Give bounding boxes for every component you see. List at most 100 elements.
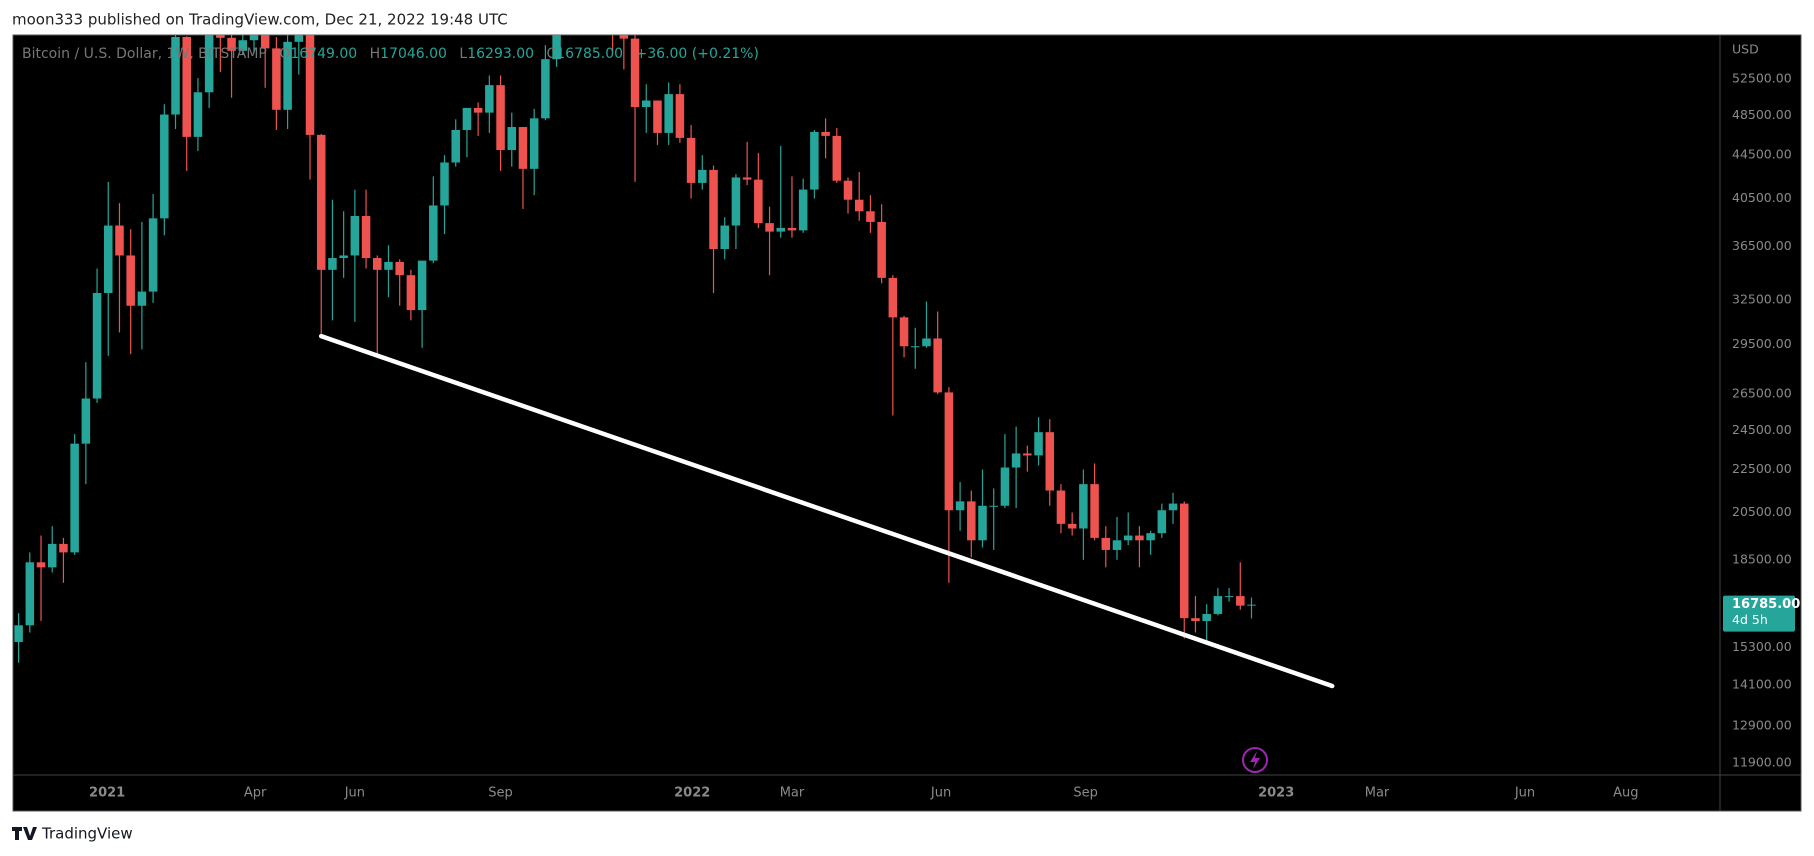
y-tick-label: 18500.00 — [1732, 551, 1792, 566]
ohlc-value: 17046.00 — [380, 46, 447, 62]
candle-body — [160, 114, 169, 219]
candle-body — [316, 134, 326, 270]
candle-body — [70, 443, 79, 553]
ohlc-value: 16785.00 — [556, 46, 623, 62]
symbol: Bitcoin / U.S. Dollar, 1W, BITSTAMP — [22, 46, 267, 62]
candle-body — [776, 227, 786, 232]
candle-body — [1090, 484, 1099, 538]
candle-body — [1101, 537, 1111, 550]
plot-area — [14, 0, 1335, 689]
y-tick-label: 15300.00 — [1732, 639, 1792, 654]
x-tick-label: Apr — [244, 786, 267, 801]
candle-body — [227, 37, 236, 51]
candle-body — [933, 338, 942, 393]
candle-body — [810, 131, 819, 190]
x-tick-label: Mar — [1365, 786, 1390, 801]
candle-body — [283, 41, 292, 110]
x-tick-label: 2023 — [1258, 786, 1294, 801]
candle-body — [754, 179, 763, 224]
footer-logo — [12, 827, 37, 840]
last-price-box — [1723, 595, 1795, 632]
candle-body — [529, 118, 539, 169]
y-tick-label: 14100.00 — [1732, 677, 1792, 692]
candle-body — [429, 205, 438, 261]
y-tick-label: 26500.00 — [1732, 386, 1792, 401]
candle-body — [81, 398, 91, 444]
ohlc-key: H — [370, 46, 381, 62]
candle-body — [92, 292, 102, 399]
candle-body — [787, 227, 797, 231]
y-tick-label: 36500.00 — [1732, 238, 1792, 253]
candle-body — [1079, 484, 1088, 529]
x-tick-label: Sep — [488, 786, 513, 801]
candle-body — [462, 107, 472, 130]
candle-body — [1236, 596, 1245, 606]
candle-body — [384, 261, 393, 270]
x-tick-label: Mar — [780, 786, 805, 801]
candle-body — [564, 6, 573, 11]
x-tick-label: 2021 — [89, 786, 125, 801]
candle-body — [1224, 596, 1234, 598]
candle-body — [709, 169, 718, 250]
candle-body — [1247, 604, 1256, 606]
candle-body — [899, 317, 909, 347]
candle-body — [485, 85, 494, 113]
x-tick-label: Sep — [1073, 786, 1098, 801]
candle-body — [137, 291, 147, 306]
y-axis-label: USD — [1732, 42, 1759, 57]
candle-body — [47, 543, 57, 568]
candle-body — [473, 107, 483, 113]
candle-body — [821, 131, 830, 136]
countdown-label: 4d 5h — [1732, 612, 1768, 627]
published-line: moon333 published on TradingView.com, De… — [12, 11, 508, 29]
lightning-icon — [1242, 747, 1268, 773]
candle-body — [1123, 535, 1133, 541]
ohlc-key: O — [279, 46, 290, 62]
x-tick-label: Jun — [930, 786, 951, 801]
candle-body — [204, 35, 214, 93]
candle-body — [675, 94, 685, 138]
y-tick-label: 52500.00 — [1732, 70, 1792, 85]
x-tick-label: Jun — [344, 786, 365, 801]
candle-body — [586, 0, 595, 7]
candle-body — [1023, 453, 1032, 456]
candle-body — [910, 346, 920, 348]
candle-body — [373, 258, 382, 270]
candle-body — [104, 225, 113, 293]
candle-body — [653, 100, 662, 133]
candle-body — [1157, 510, 1167, 534]
candle-body — [1011, 453, 1021, 468]
candle-body — [967, 501, 976, 541]
candle-body — [1179, 503, 1189, 619]
candle-body — [126, 255, 135, 306]
candle-body — [339, 255, 348, 259]
candle-body — [843, 180, 853, 200]
y-tick-label: 48500.00 — [1732, 107, 1792, 122]
candle-body — [115, 225, 124, 256]
footer-brand: TradingView — [41, 825, 133, 843]
candle-body — [238, 40, 248, 51]
candle-body — [148, 218, 158, 292]
y-tick-label: 44500.00 — [1732, 147, 1792, 162]
candle-body — [866, 211, 875, 222]
candle-body — [518, 127, 528, 169]
candle-body — [1202, 613, 1211, 622]
y-tick-label: 40500.00 — [1732, 190, 1792, 205]
candle-body — [294, 35, 304, 42]
candle-body — [395, 261, 404, 276]
x-tick-label: 2022 — [674, 786, 710, 801]
candle-body — [541, 59, 550, 119]
candle-body — [451, 129, 460, 163]
candle-body — [877, 221, 886, 278]
candle-body — [944, 392, 954, 511]
chart-frame — [12, 34, 1802, 812]
candle-body — [350, 215, 360, 256]
ohlc-value: 16293.00 — [467, 46, 534, 62]
candle-body — [1056, 490, 1066, 524]
candle-body — [798, 189, 808, 231]
x-tick-label: Jun — [1514, 786, 1535, 801]
ohlc-key: C — [546, 46, 556, 62]
legend-header: Bitcoin / U.S. Dollar, 1W, BITSTAMP O 167… — [22, 46, 759, 62]
